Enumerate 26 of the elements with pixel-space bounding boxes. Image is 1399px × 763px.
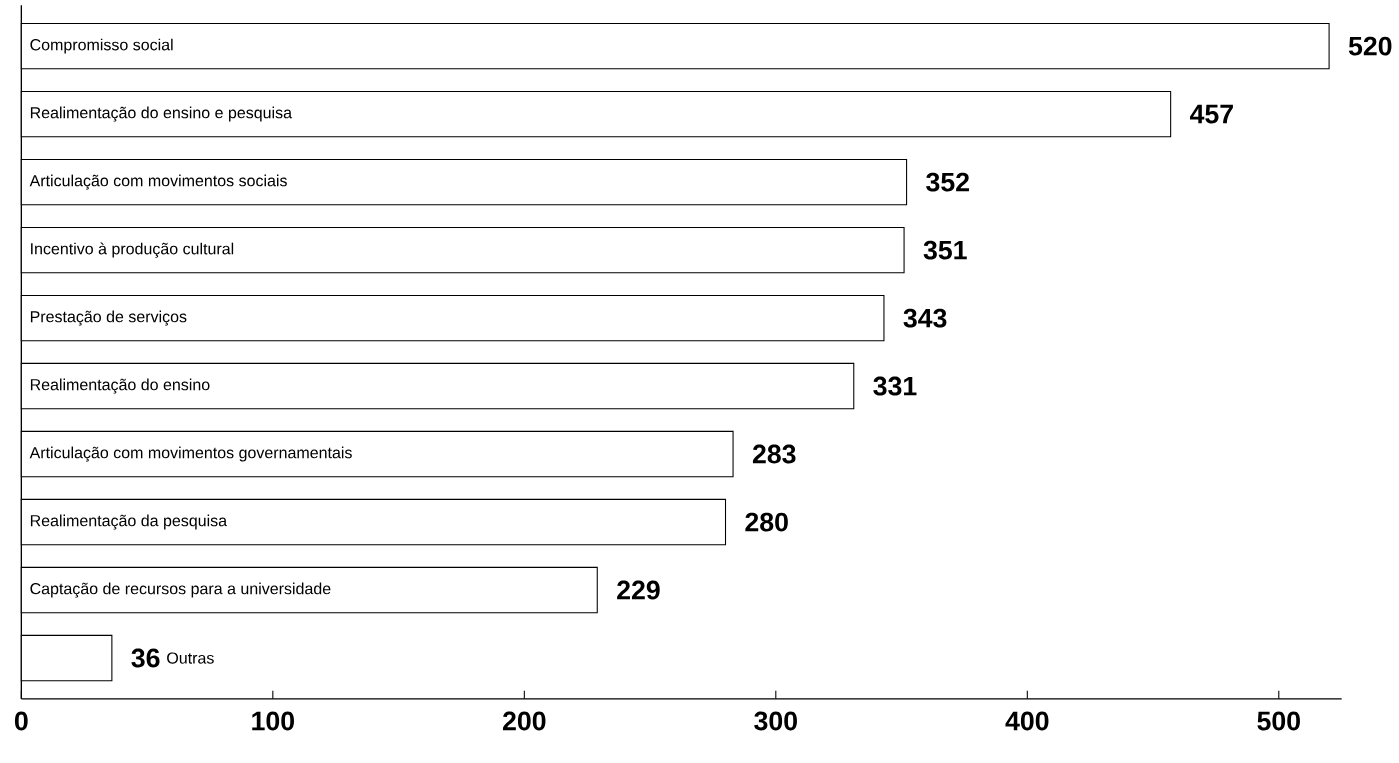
- x-tick-label: 300: [754, 711, 797, 731]
- data-label: 283: [752, 444, 796, 464]
- y-tick-label: Realimentação da pesquisa: [30, 514, 228, 530]
- y-tick-label: Outras: [167, 652, 214, 664]
- x-tick-label: 0: [14, 711, 28, 731]
- y-tick-label: Realimentação do ensino e pesquisa: [30, 106, 292, 122]
- y-tick-label: Captação de recursos para a universidade: [30, 582, 331, 598]
- data-label: 351: [923, 240, 967, 260]
- data-label: 352: [926, 172, 969, 192]
- x-tick-label: 100: [252, 711, 294, 731]
- data-label: 280: [745, 512, 788, 532]
- data-label: 520: [1348, 36, 1392, 56]
- y-tick-label: Realimentação do ensino: [30, 378, 210, 394]
- data-label: 36: [131, 648, 160, 668]
- y-tick-label: Incentivo à produção cultural: [31, 242, 234, 258]
- y-tick-label: Compromisso social: [30, 38, 173, 54]
- data-label: 229: [617, 580, 660, 600]
- data-label: 331: [873, 376, 917, 396]
- y-tick-label: Articulação com movimentos sociais: [29, 174, 287, 190]
- x-tick-label: 400: [1005, 711, 1049, 731]
- data-label: 343: [903, 308, 947, 328]
- data-label: 457: [1189, 104, 1233, 124]
- y-tick-label: Articulação com movimentos governamentais: [29, 446, 352, 462]
- x-tick-label: 500: [1257, 711, 1300, 731]
- x-tick-label: 200: [502, 711, 546, 731]
- y-tick-label: Prestação de serviços: [30, 310, 187, 326]
